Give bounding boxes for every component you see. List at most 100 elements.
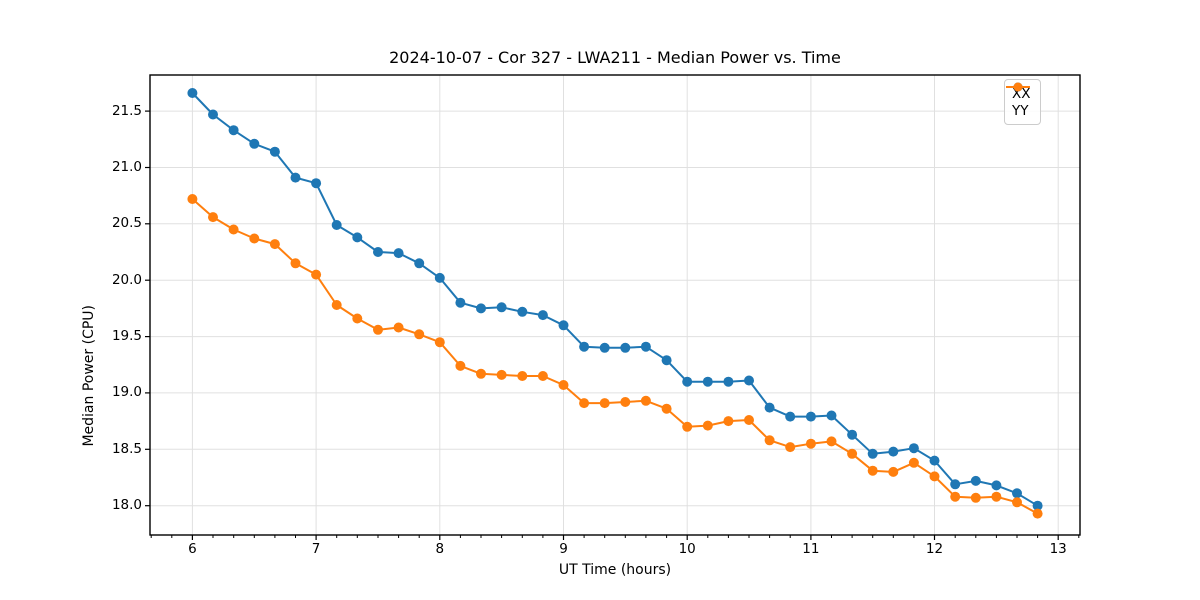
data-point-yy xyxy=(311,269,322,280)
data-point-xx xyxy=(744,375,754,386)
data-point-xx xyxy=(228,125,239,136)
data-point-yy xyxy=(208,212,218,223)
data-point-yy xyxy=(970,492,981,503)
y-tick-label: 18.0 xyxy=(111,497,142,514)
data-point-xx xyxy=(785,411,796,422)
data-point-xx xyxy=(249,138,260,149)
data-point-yy xyxy=(331,300,342,310)
data-point-yy xyxy=(187,194,198,204)
data-point-yy xyxy=(661,403,672,414)
data-point-xx xyxy=(331,220,342,230)
data-point-xx xyxy=(847,429,858,440)
data-point-xx xyxy=(476,303,486,314)
data-point-xx xyxy=(558,320,569,331)
legend-label-yy: YY xyxy=(1012,102,1029,119)
data-point-xx xyxy=(352,232,363,243)
data-point-yy xyxy=(373,324,383,335)
data-point-xx xyxy=(455,297,466,308)
legend: XX YY xyxy=(1004,79,1041,125)
data-point-xx xyxy=(1012,488,1022,499)
data-point-yy xyxy=(476,368,486,379)
data-point-xx xyxy=(496,302,507,313)
series-line-xx xyxy=(191,92,1039,507)
data-point-yy xyxy=(908,457,919,468)
data-point-yy xyxy=(764,435,775,446)
chart-title: 2024-10-07 - Cor 327 - LWA211 - Median P… xyxy=(389,48,841,67)
data-point-xx xyxy=(187,88,198,98)
data-point-yy xyxy=(991,491,1002,502)
data-point-yy xyxy=(785,442,796,453)
data-point-xx xyxy=(290,172,301,183)
data-point-xx xyxy=(373,247,383,257)
x-axis-label: UT Time (hours) xyxy=(558,562,672,578)
x-tick-label: 7 xyxy=(311,541,321,557)
data-point-xx xyxy=(414,258,425,269)
data-point-yy xyxy=(599,398,610,409)
data-point-xx xyxy=(537,310,548,321)
x-tick-label: 13 xyxy=(1049,541,1067,557)
data-point-yy xyxy=(1012,497,1022,508)
data-point-yy xyxy=(434,337,445,348)
data-point-yy xyxy=(620,397,631,407)
data-point-xx xyxy=(908,443,919,454)
data-point-xx xyxy=(434,272,445,283)
y-tick-label: 19.0 xyxy=(111,384,142,401)
data-point-xx xyxy=(579,341,590,352)
data-point-yy xyxy=(888,466,899,477)
data-point-xx xyxy=(1032,500,1043,511)
data-point-xx xyxy=(867,448,878,459)
data-point-yy xyxy=(579,398,590,409)
data-point-xx xyxy=(599,342,610,353)
data-point-yy xyxy=(826,436,837,447)
data-point-yy xyxy=(496,369,507,380)
data-point-xx xyxy=(723,376,734,387)
y-tick-label: 20.0 xyxy=(111,271,142,288)
data-point-yy xyxy=(269,239,280,250)
data-point-yy xyxy=(929,471,940,482)
data-point-yy xyxy=(1032,508,1043,519)
data-point-xx xyxy=(661,355,672,366)
data-point-xx xyxy=(702,376,713,387)
data-point-yy xyxy=(455,360,466,371)
x-tick-label: 8 xyxy=(435,541,445,557)
y-tick-label: 18.5 xyxy=(111,440,142,457)
data-point-yy xyxy=(682,421,693,432)
x-tick-label: 9 xyxy=(559,541,568,557)
data-point-xx xyxy=(517,306,528,317)
data-point-yy xyxy=(517,371,528,381)
data-point-xx xyxy=(682,376,693,387)
data-point-yy xyxy=(352,313,363,324)
legend-sample-yy-line-icon xyxy=(1006,82,1030,92)
data-point-xx xyxy=(950,479,961,490)
x-tick-label: 10 xyxy=(678,541,696,557)
x-tick-label: 12 xyxy=(925,541,944,557)
data-point-xx xyxy=(393,248,404,259)
data-point-xx xyxy=(640,341,651,352)
data-point-yy xyxy=(867,465,878,476)
data-point-xx xyxy=(805,411,816,422)
data-point-yy xyxy=(537,371,548,381)
data-point-yy xyxy=(228,224,239,235)
data-point-yy xyxy=(558,380,569,390)
y-tick-label: 19.5 xyxy=(111,328,142,345)
data-point-yy xyxy=(290,258,301,269)
y-tick-label: 21.0 xyxy=(111,159,142,175)
legend-item-yy: YY xyxy=(1006,82,1031,119)
data-point-xx xyxy=(929,455,940,466)
data-point-yy xyxy=(744,415,754,425)
y-axis-label-text: Median Power (CPU) xyxy=(81,304,97,447)
data-point-yy xyxy=(723,416,734,427)
data-point-xx xyxy=(208,109,218,120)
data-point-yy xyxy=(702,420,713,431)
data-point-yy xyxy=(847,448,858,459)
data-point-yy xyxy=(249,233,260,244)
data-point-yy xyxy=(950,491,961,502)
x-tick-label: 6 xyxy=(188,541,197,557)
data-point-xx xyxy=(888,446,899,457)
x-tick-label: 11 xyxy=(802,541,820,557)
data-point-xx xyxy=(620,342,631,353)
axes-border xyxy=(149,74,1081,536)
data-point-xx xyxy=(826,410,837,421)
